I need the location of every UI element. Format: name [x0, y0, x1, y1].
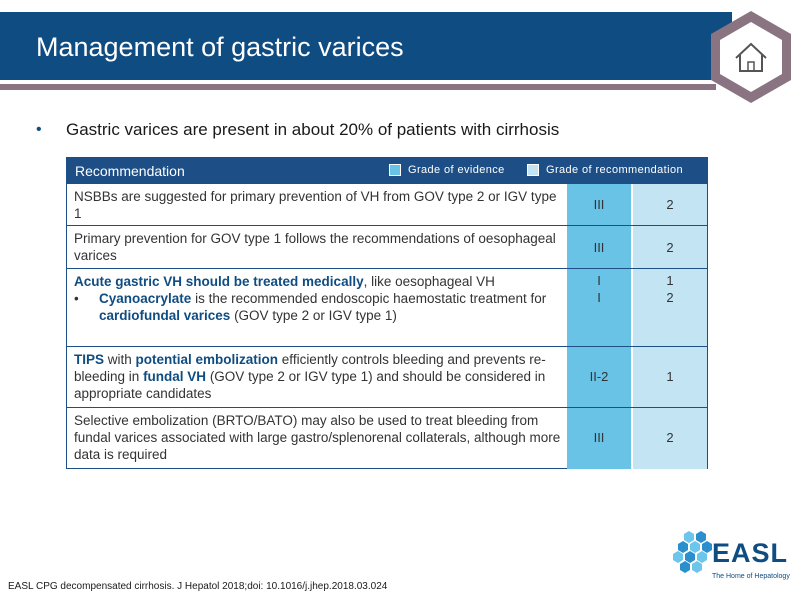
evidence-cell: III — [567, 184, 631, 226]
evidence-value: III — [593, 240, 605, 255]
recommendation-legend-label: Grade of recommendation — [546, 164, 683, 176]
table-row: Selective embolization (BRTO/BATO) may a… — [67, 407, 707, 469]
row-text: NSBBs are suggested for primary preventi… — [74, 189, 557, 221]
evidence-legend-swatch — [389, 164, 401, 176]
row-text-emphasis: fundal VH — [143, 369, 207, 384]
evidence-legend-label: Grade of evidence — [408, 164, 505, 176]
row-text: Selective embolization (BRTO/BATO) may a… — [74, 413, 561, 462]
row-text-part: (GOV type 2 or IGV type 1) and should be… — [74, 369, 546, 401]
logo-tagline: The Home of Hepatology — [712, 573, 790, 580]
evidence-value: II-2 — [589, 369, 609, 384]
row-text: Primary prevention for GOV type 1 follow… — [74, 231, 556, 263]
table-row: NSBBs are suggested for primary preventi… — [67, 183, 707, 226]
row-text-part: is the recommended endoscopic haemostati… — [191, 291, 547, 306]
row-text-emphasis: TIPS — [74, 352, 105, 367]
row-text-emphasis: Cyanoacrylate — [99, 291, 192, 306]
evidence-value: I — [597, 273, 601, 288]
title-divider — [0, 84, 716, 90]
row-text-emphasis: Acute gastric VH should be treated medic… — [74, 274, 364, 289]
table-header-title: Recommendation — [75, 163, 185, 179]
row-text: TIPS with potential embolization efficie… — [67, 347, 567, 408]
easl-logo-mark — [673, 531, 712, 573]
logo-wordmark: EASL — [712, 538, 789, 568]
table-row: Primary prevention for GOV type 1 follow… — [67, 225, 707, 269]
easl-logo: EASL The Home of Hepatology — [672, 526, 790, 590]
recommendation-cell: 2 — [631, 408, 707, 469]
evidence-value: I — [597, 290, 601, 305]
recommendation-cell: 2 — [631, 184, 707, 226]
title-bar — [0, 12, 732, 80]
recommendation-table: Recommendation Grade of evidence Grade o… — [66, 157, 708, 469]
recommendation-cell: 2 — [631, 226, 707, 269]
recommendation-value: 2 — [666, 197, 674, 212]
row-text-emphasis: cardiofundal varices — [99, 308, 231, 323]
home-icon — [711, 11, 791, 103]
recommendation-value: 1 — [666, 273, 674, 288]
recommendation-value: 2 — [666, 430, 674, 445]
row-text-part: efficiently controls bleeding and preven… — [74, 352, 546, 384]
recommendation-value: 1 — [666, 369, 674, 384]
bullet-marker: • — [36, 121, 42, 138]
evidence-cell: I I — [567, 269, 631, 347]
row-text-part: (GOV type 2 or IGV type 1) — [230, 308, 397, 323]
row-text-emphasis: potential embolization — [135, 352, 279, 367]
recommendation-legend-swatch — [527, 164, 539, 176]
sub-bullet-marker: • — [74, 291, 79, 306]
sub-bullet: • Cyanoacrylate is the recommended endos… — [74, 290, 561, 324]
evidence-cell: III — [567, 408, 631, 469]
evidence-cell: II-2 — [567, 347, 631, 408]
home-button[interactable] — [706, 8, 796, 106]
row-text-part: , like oesophageal VH — [363, 274, 495, 289]
recommendation-cell: 1 2 — [631, 269, 707, 347]
slide-title: Management of gastric varices — [36, 32, 404, 62]
evidence-value: III — [593, 430, 605, 445]
table-header: Recommendation Grade of evidence Grade o… — [67, 158, 707, 183]
evidence-value: III — [593, 197, 605, 212]
row-text-part: with — [104, 352, 136, 367]
recommendation-cell: 1 — [631, 347, 707, 408]
table-row: TIPS with potential embolization efficie… — [67, 346, 707, 408]
evidence-cell: III — [567, 226, 631, 269]
recommendation-value: 2 — [666, 240, 674, 255]
row-text: Acute gastric VH should be treated medic… — [67, 269, 567, 347]
table-row: Acute gastric VH should be treated medic… — [67, 268, 707, 347]
recommendation-value: 2 — [666, 290, 674, 305]
citation: EASL CPG decompensated cirrhosis. J Hepa… — [8, 581, 388, 592]
bullet-text: Gastric varices are present in about 20%… — [66, 120, 560, 139]
